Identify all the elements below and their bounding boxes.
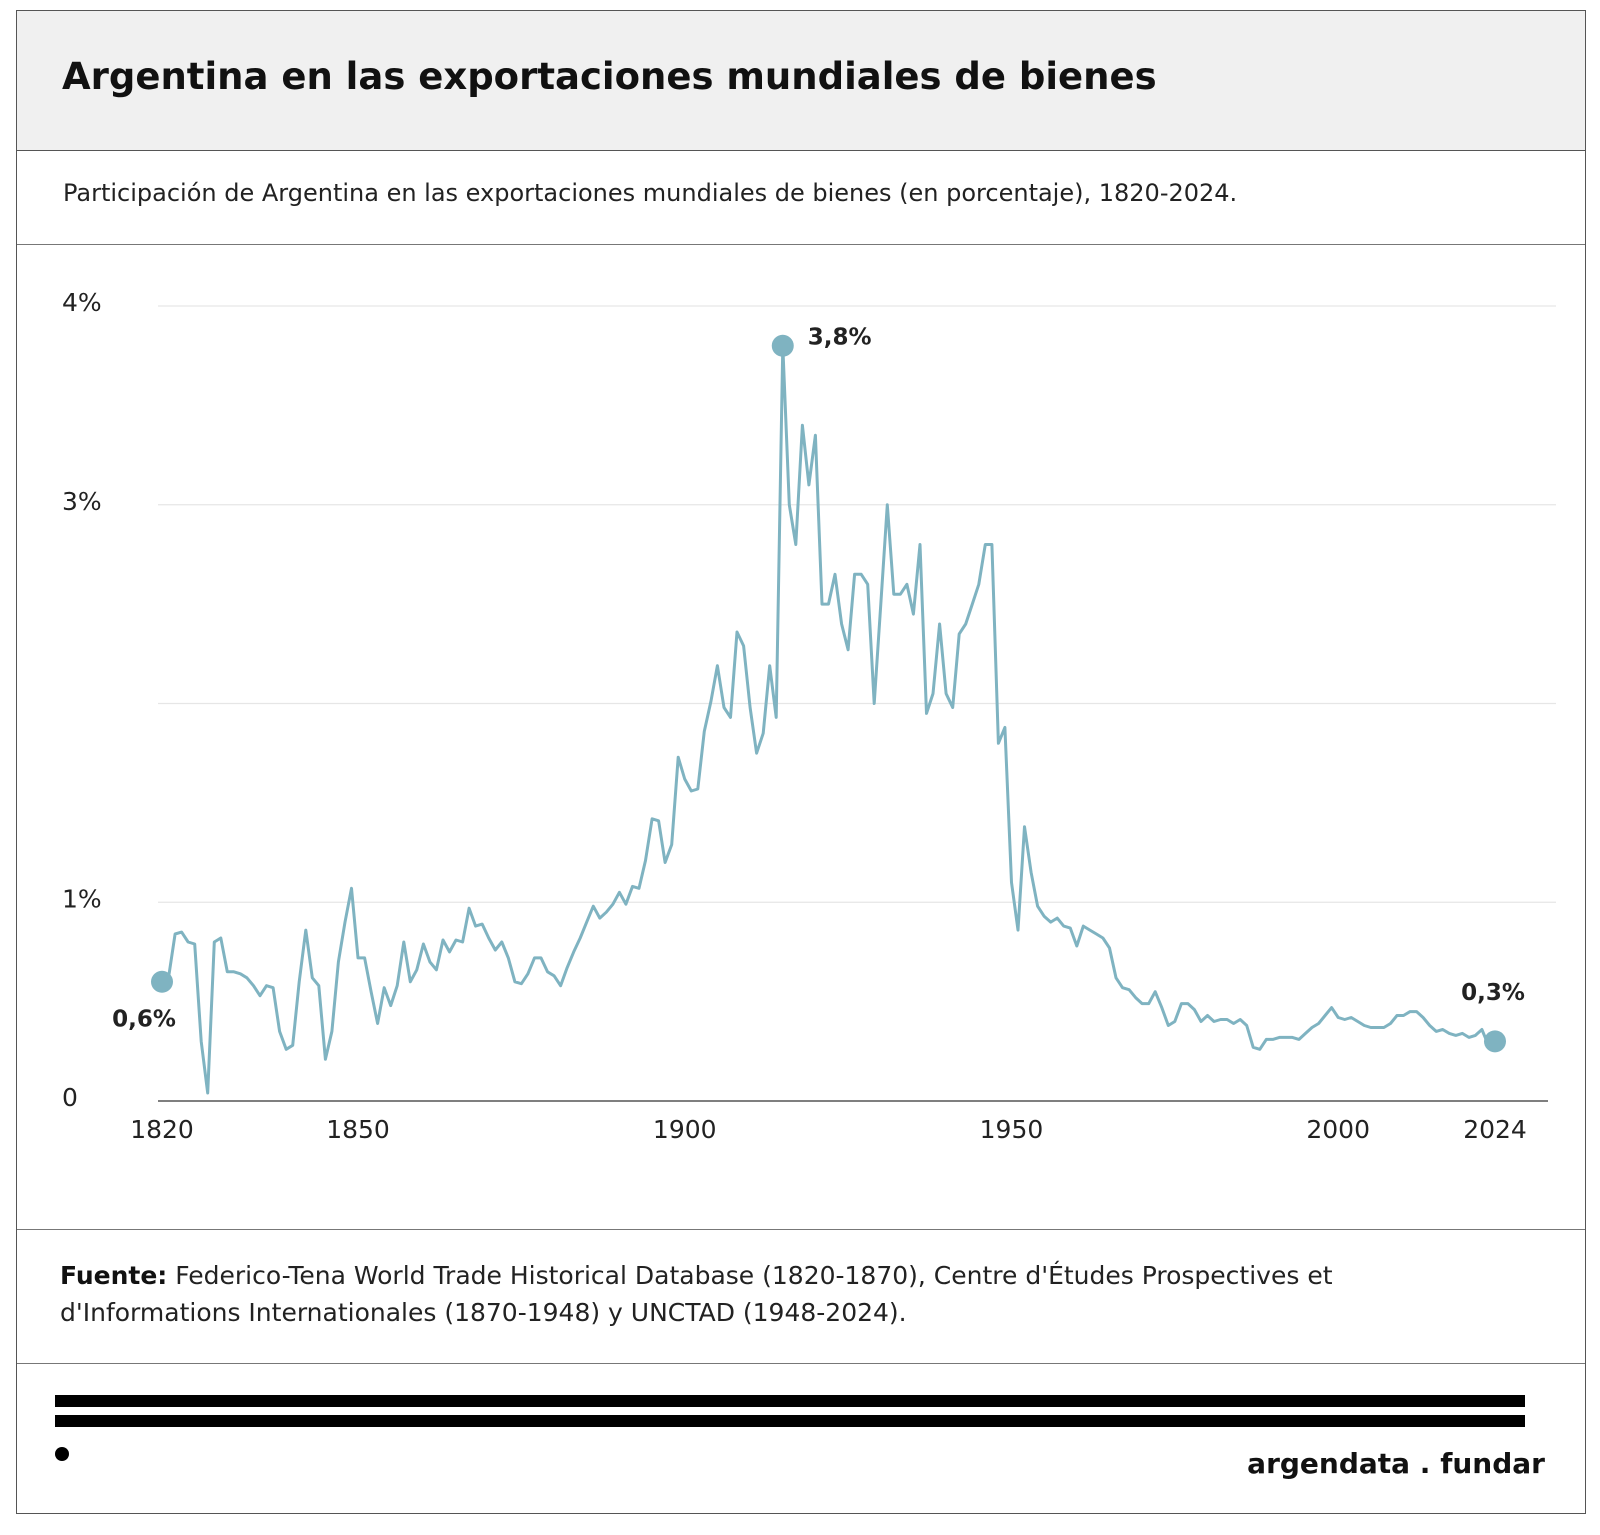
annotation-label: 0,3% — [1461, 980, 1525, 1006]
y-tick-label: 3% — [62, 487, 102, 516]
y-tick-label: 4% — [62, 288, 102, 317]
y-tick-label: 1% — [62, 884, 102, 913]
card: Argentina en las exportaciones mundiales… — [16, 10, 1586, 1514]
y-tick-label: 0 — [62, 1083, 78, 1112]
x-tick-label: 1820 — [130, 1115, 194, 1144]
source-label: Fuente: — [60, 1261, 168, 1290]
x-tick-label: 1850 — [326, 1115, 390, 1144]
x-tick-label: 2024 — [1463, 1115, 1527, 1144]
source-text: Federico-Tena World Trade Historical Dat… — [60, 1261, 1333, 1327]
brand: argendata . fundar — [1247, 1447, 1545, 1480]
divider — [17, 1363, 1585, 1364]
brand-bar — [55, 1395, 1525, 1407]
x-tick-label: 1950 — [980, 1115, 1044, 1144]
divider — [17, 244, 1585, 245]
x-tick-label: 2000 — [1306, 1115, 1370, 1144]
data-line — [161, 344, 1496, 1095]
annotation-label: 0,6% — [112, 1006, 176, 1032]
annotation-dot — [771, 334, 794, 357]
annotation-label: 3,8% — [808, 324, 872, 350]
source-note: Fuente: Federico-Tena World Trade Histor… — [60, 1257, 1460, 1331]
brand-dot — [55, 1447, 69, 1461]
annotation-dot — [151, 970, 173, 993]
x-tick-label: 1900 — [653, 1115, 717, 1144]
header: Argentina en las exportaciones mundiales… — [17, 11, 1585, 151]
divider — [17, 1229, 1585, 1230]
brand-bar — [55, 1415, 1525, 1427]
chart-subtitle: Participación de Argentina en las export… — [63, 179, 1238, 207]
chart-title: Argentina en las exportaciones mundiales… — [62, 55, 1157, 98]
annotation-dot — [1484, 1030, 1506, 1053]
